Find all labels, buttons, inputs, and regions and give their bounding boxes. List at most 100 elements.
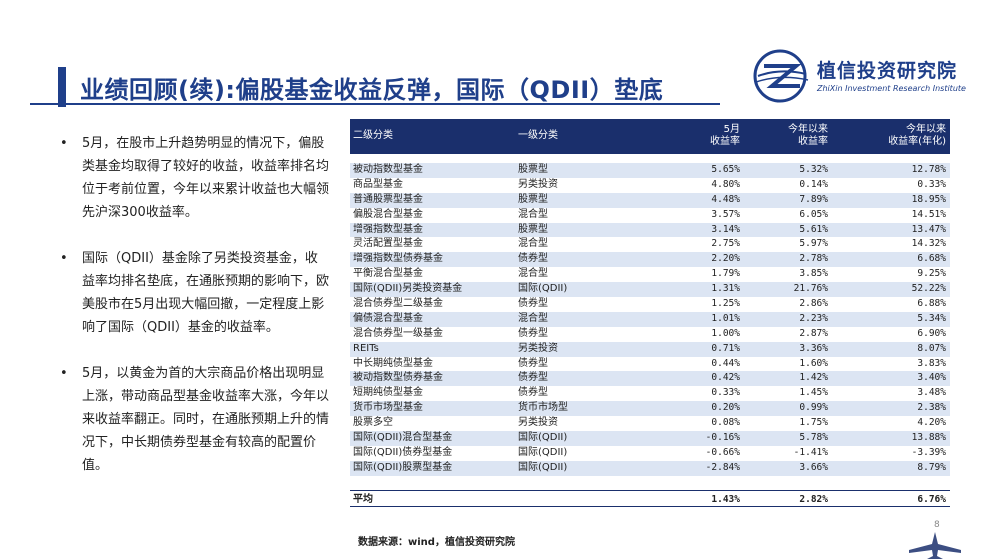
cell-may-return: 1.31% [711, 283, 740, 295]
cell-secondary-category: 增强指数型基金 [353, 223, 423, 235]
cell-secondary-category: 被动指数型债券基金 [353, 372, 443, 384]
cell-ytd-return: 0.99% [799, 402, 828, 414]
cell-secondary-category: 被动指数型基金 [353, 164, 423, 175]
table-row: 国际(QDII)混合型基金 国际(QDII) -0.16% 5.78% 13.88% [350, 431, 950, 446]
cell-ytd-annualized: 14.51% [911, 208, 946, 220]
table-row: 普通股票型基金 股票型 4.48% 7.89% 18.95% [350, 192, 950, 208]
cell-may-return: -0.66% [705, 446, 740, 458]
title-accent-bar [58, 67, 66, 107]
cell-may-return: 4.48% [711, 193, 740, 205]
table-row: 被动指数型债券基金 债券型 0.42% 1.42% 3.40% [350, 371, 950, 387]
cell-ytd-return: 2.78% [799, 253, 828, 265]
cell-ytd-annualized: -3.39% [911, 446, 946, 458]
cell-primary-category: 股票型 [518, 223, 548, 235]
airplane-icon [909, 532, 961, 559]
cell-ytd-annualized: 18.95% [911, 193, 946, 205]
table-row: 混合债券型二级基金 债券型 1.25% 2.86% 6.88% [350, 297, 950, 312]
cell-may-return: 2.20% [711, 253, 740, 265]
header-ytd-annualized: 今年以来 收益率(年化) [888, 124, 946, 147]
page-number: 8 [934, 520, 940, 530]
cell-secondary-category: REITs [353, 342, 379, 354]
cell-ytd-annualized: 5.34% [917, 312, 946, 324]
bullet-dot-icon: • [60, 366, 68, 381]
table-row: 灵活配置型基金 混合型 2.75% 5.97% 14.32% [350, 237, 950, 252]
cell-ytd-annualized: 52.22% [911, 283, 946, 295]
cell-primary-category: 国际(QDII) [518, 446, 568, 458]
cell-secondary-category: 中长期纯债型基金 [353, 357, 433, 369]
cell-ytd-return: 3.66% [799, 461, 828, 473]
cell-ytd-return: 5.97% [799, 238, 828, 250]
table-row: 国际(QDII)另类投资基金 国际(QDII) 1.31% 21.76% 52.22% [350, 282, 950, 298]
cell-ytd-annualized: 13.47% [911, 223, 946, 235]
table-row: 增强指数型基金 股票型 3.14% 5.61% 13.47% [350, 222, 950, 238]
cell-may-return: 1.00% [711, 327, 740, 339]
cell-may-return: 0.33% [711, 387, 740, 399]
header-secondary-category: 二级分类 [353, 130, 393, 141]
zhixin-logo-icon [753, 49, 809, 103]
cell-ytd-annualized: 13.88% [911, 432, 946, 444]
table-average-row: 平均 1.43% 2.82% 6.76% [350, 489, 950, 507]
cell-may-return: 1.01% [711, 312, 740, 324]
table-row: 被动指数型基金 股票型 5.65% 5.32% 12.78% [350, 163, 950, 178]
cell-ytd-annualized: 0.33% [917, 178, 946, 190]
cell-ytd-annualized: 8.07% [917, 342, 946, 354]
logo-subtitle: ZhiXin Investment Research Institute [817, 84, 966, 93]
cell-secondary-category: 混合债券型一级基金 [353, 327, 443, 339]
bullet-item: • 5月，在股市上升趋势明显的情况下，偏股类基金均取得了较好的收益，收益率排名均位… [60, 132, 330, 224]
table-body: 被动指数型基金 股票型 5.65% 5.32% 12.78% 商品型基金另类投资 4.80%… [350, 154, 950, 476]
cell-primary-category: 债券型 [518, 298, 548, 310]
cell-secondary-category: 普通股票型基金 [353, 193, 423, 205]
cell-primary-category: 股票型 [518, 193, 548, 205]
header-may-return: 5月 收益率 [710, 124, 740, 147]
cell-ytd-annualized: 8.79% [917, 461, 946, 473]
cell-ytd-return: 1.45% [799, 387, 828, 399]
logo: 植信投资研究院 ZhiXin Investment Research Insti… [752, 48, 972, 106]
bullet-text: 5月，在股市上升趋势明显的情况下，偏股类基金均取得了较好的收益，收益率排名均位于… [82, 136, 330, 220]
cell-ytd-annualized: 6.90% [917, 327, 946, 339]
average-ytd-annualized: 6.76% [917, 493, 946, 505]
bullet-text: 国际（QDII）基金除了另类投资基金，收益率均排名垫底，在通胀预期的影响下，欧美… [82, 251, 330, 335]
cell-may-return: 5.65% [711, 164, 740, 175]
cell-primary-category: 债券型 [518, 253, 548, 265]
table-row: 增强指数型债券基金 债券型 2.20% 2.78% 6.68% [350, 252, 950, 268]
cell-may-return: 0.44% [711, 357, 740, 369]
header-primary-category: 一级分类 [518, 130, 558, 141]
cell-ytd-return: 0.14% [799, 178, 828, 190]
cell-ytd-return: 1.75% [799, 417, 828, 429]
cell-may-return: 0.71% [711, 342, 740, 354]
bullet-dot-icon: • [60, 136, 68, 151]
cell-ytd-return: 1.42% [799, 372, 828, 384]
cell-may-return: 4.80% [711, 178, 740, 190]
cell-may-return: 2.75% [711, 238, 740, 250]
cell-ytd-annualized: 12.78% [911, 164, 946, 175]
cell-ytd-return: 1.60% [799, 357, 828, 369]
table-row: 中长期纯债型基金 债券型 0.44% 1.60% 3.83% [350, 357, 950, 372]
cell-primary-category: 另类投资 [518, 342, 558, 354]
cell-ytd-return: -1.41% [793, 446, 828, 458]
table-row: 混合债券型一级基金 债券型 1.00% 2.87% 6.90% [350, 327, 950, 342]
cell-secondary-category: 股票多空 [353, 417, 393, 429]
data-source-note: 数据来源：wind，植信投资研究院 [358, 537, 515, 548]
cell-primary-category: 混合型 [518, 238, 548, 250]
cell-primary-category: 债券型 [518, 357, 548, 369]
table-row: 国际(QDII)债券型基金 国际(QDII) -0.66% -1.41% -3.39% [350, 446, 950, 461]
cell-ytd-return: 5.78% [799, 432, 828, 444]
cell-primary-category: 国际(QDII) [518, 283, 568, 295]
cell-secondary-category: 短期纯债型基金 [353, 387, 423, 399]
cell-primary-category: 混合型 [518, 208, 548, 220]
average-label: 平均 [353, 493, 373, 505]
cell-secondary-category: 混合债券型二级基金 [353, 298, 443, 310]
cell-primary-category: 国际(QDII) [518, 461, 568, 473]
cell-secondary-category: 偏债混合型基金 [353, 312, 423, 324]
table-row: 短期纯债型基金 债券型 0.33% 1.45% 3.48% [350, 386, 950, 401]
cell-may-return: 1.25% [711, 298, 740, 310]
table-row: 平衡混合型基金 混合型 1.79% 3.85% 9.25% [350, 267, 950, 282]
cell-ytd-return: 6.05% [799, 208, 828, 220]
cell-ytd-annualized: 9.25% [917, 268, 946, 280]
table-row: 股票多空 另类投资 0.08% 1.75% 4.20% [350, 416, 950, 431]
cell-secondary-category: 国际(QDII)混合型基金 [353, 432, 453, 444]
cell-primary-category: 货币市场型 [518, 402, 568, 414]
cell-secondary-category: 国际(QDII)另类投资基金 [353, 283, 463, 295]
cell-primary-category: 债券型 [518, 327, 548, 339]
cell-secondary-category: 商品型基金 [353, 178, 403, 190]
